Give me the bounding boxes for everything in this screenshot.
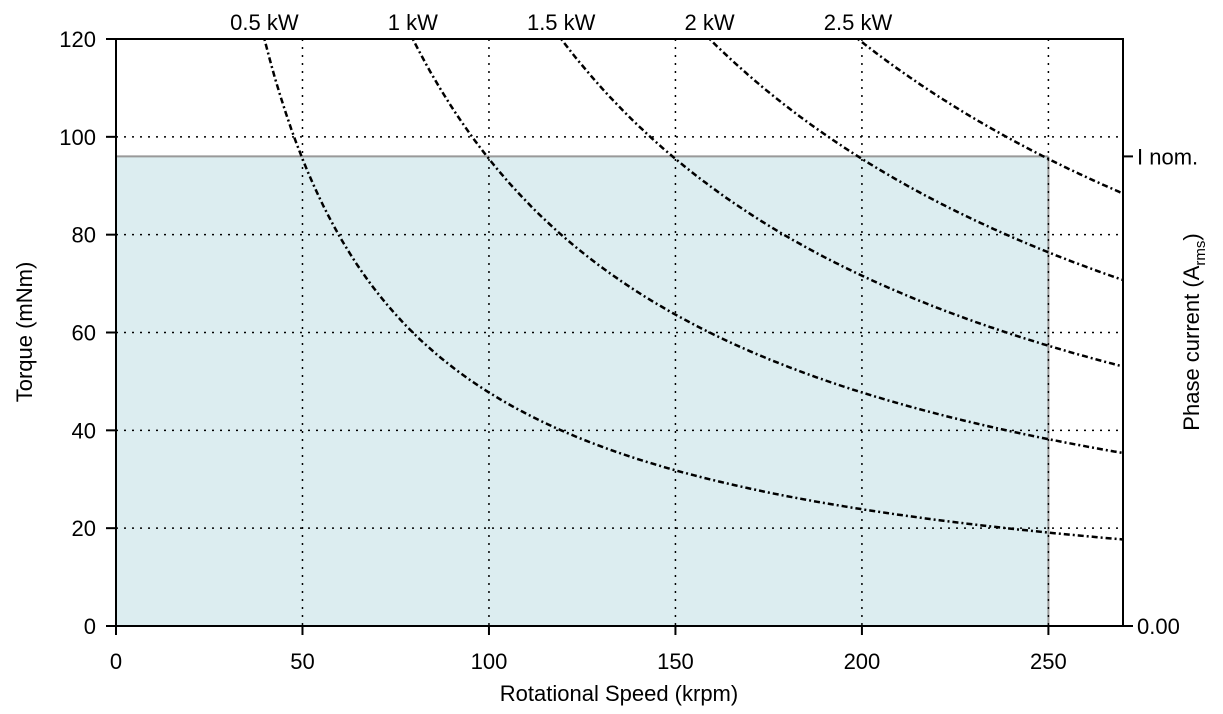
operating-region-fill (116, 156, 1049, 626)
y-tick-label-100: 100 (59, 125, 96, 150)
power-curve-5 (857, 38, 1124, 195)
x-tick-label-200: 200 (844, 649, 881, 674)
labels-layer: 0.5 kW 1 kW 1.5 kW 2 kW 2.5 kW0 50 100 150 200 25… (59, 10, 1198, 674)
power-curve-label-2: 1 kW (388, 10, 438, 35)
power-curve-4 (708, 38, 1124, 282)
x-tick-label-250: 250 (1030, 649, 1067, 674)
x-axis-title: Rotational Speed (krpm) (500, 681, 738, 706)
x-tick-label-50: 50 (290, 649, 314, 674)
y2-axis-title: Phase current (Arms) (1179, 233, 1209, 430)
y-axis-title: Torque (mNm) (12, 262, 37, 403)
y-tick-label-40: 40 (72, 418, 96, 443)
y2-tick-label-1: 0.00 (1137, 614, 1180, 639)
power-curve-1 (263, 38, 1124, 541)
y2-tick-label-2: I nom. (1137, 144, 1198, 169)
ticks-layer (106, 38, 1133, 635)
y2-axis-title-main: Phase current (A (1179, 265, 1204, 430)
power-curve-label-4: 2 kW (685, 10, 735, 35)
x-tick-label-100: 100 (471, 649, 508, 674)
power-curve-label-3: 1.5 kW (527, 10, 596, 35)
power-curve-3 (560, 38, 1124, 368)
y-tick-label-0: 0 (84, 614, 96, 639)
y2-axis-title-close: ) (1179, 233, 1204, 240)
power-curve-label-5: 2.5 kW (824, 10, 893, 35)
y2-axis-title-subscript: rms (1192, 241, 1209, 266)
y-tick-label-120: 120 (59, 27, 96, 52)
y-tick-label-80: 80 (72, 223, 96, 248)
grid-layer (116, 39, 1123, 626)
power-curves-layer (263, 38, 1124, 541)
operating-region-layer (116, 155, 1050, 626)
x-tick-label-0: 0 (110, 649, 122, 674)
x-tick-label-150: 150 (657, 649, 694, 674)
y-tick-label-20: 20 (72, 516, 96, 541)
power-curve-label-1: 0.5 kW (230, 10, 299, 35)
power-curve-2 (411, 38, 1124, 455)
y-tick-label-60: 60 (72, 321, 96, 346)
